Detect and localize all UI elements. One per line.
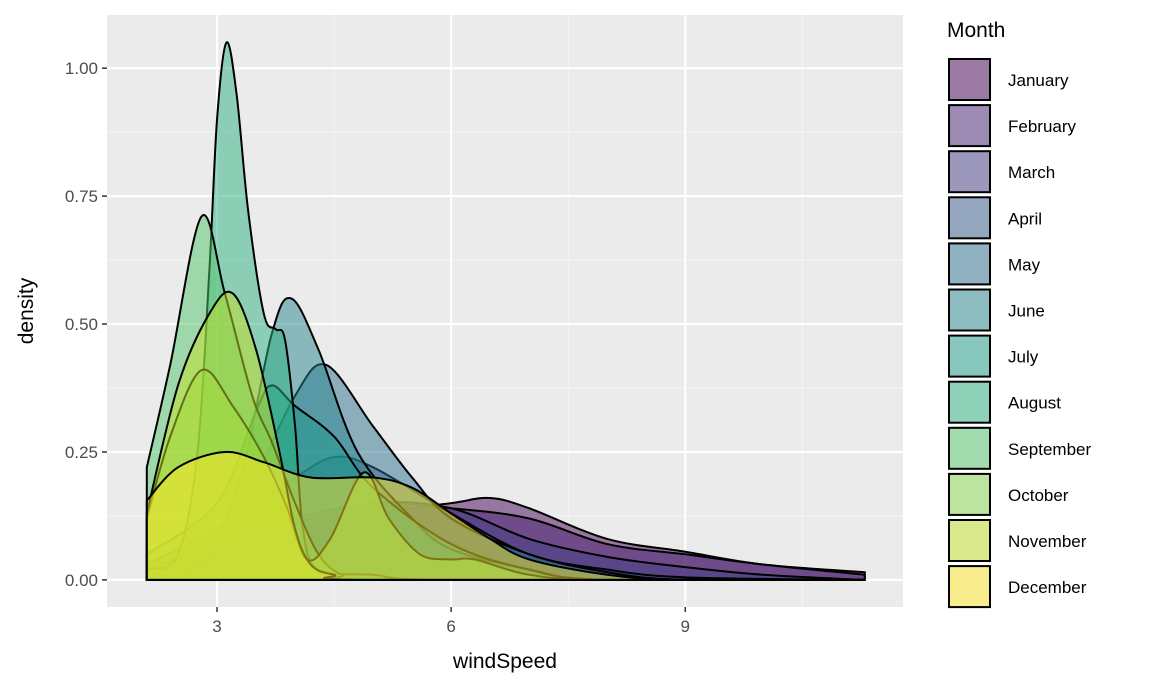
legend-item-june: June: [948, 288, 1045, 332]
legend-label: June: [1008, 302, 1045, 321]
y-tick-label: 0.75: [65, 187, 98, 206]
legend-item-may: May: [948, 242, 1041, 286]
legend-label: November: [1008, 532, 1087, 551]
legend-label: September: [1008, 440, 1091, 459]
x-axis-title: windSpeed: [452, 650, 557, 673]
y-tick-label: 0.25: [65, 443, 98, 462]
legend-item-august: August: [948, 380, 1061, 424]
legend-label: January: [1008, 71, 1069, 90]
legend-label: April: [1008, 209, 1042, 228]
legend-swatch: [948, 472, 991, 516]
y-axis-title: density: [15, 277, 38, 344]
legend-item-july: July: [948, 334, 1039, 378]
legend-item-december: December: [948, 565, 1087, 609]
legend-swatch: [948, 58, 991, 101]
legend-swatch: [948, 104, 991, 148]
density-areas: [145, 41, 866, 581]
legend-item-march: March: [948, 150, 1055, 194]
legend-item-october: October: [948, 472, 1069, 516]
legend-item-january: January: [948, 58, 1069, 101]
x-tick-label: 6: [446, 617, 455, 636]
legend-swatch: [948, 519, 991, 562]
legend-label: February: [1008, 117, 1077, 136]
legend-swatch: [948, 426, 991, 470]
legend-title: Month: [947, 19, 1005, 42]
legend-label: August: [1008, 394, 1061, 413]
legend-item-november: November: [948, 519, 1087, 562]
legend-swatch: [948, 334, 991, 378]
legend-swatch: [948, 242, 991, 286]
y-tick-label: 1.00: [65, 59, 98, 78]
legend-label: July: [1008, 348, 1039, 367]
legend-swatch: [948, 288, 991, 332]
x-tick-label: 9: [681, 617, 690, 636]
legend-label: December: [1008, 578, 1087, 597]
y-tick-label: 0.00: [65, 571, 98, 590]
density-area-december: [145, 450, 865, 581]
legend-item-april: April: [948, 196, 1042, 240]
legend-swatch: [948, 565, 991, 609]
legend-label: October: [1008, 486, 1069, 505]
legend-label: March: [1008, 163, 1055, 182]
legend-item-september: September: [948, 426, 1091, 470]
legend-label: May: [1008, 255, 1041, 274]
legend-swatch: [948, 380, 991, 424]
y-tick-label: 0.50: [65, 315, 98, 334]
legend: January February March April May June July Augu…: [948, 58, 1091, 609]
y-axis: 0.00 0.25 0.50 0.75 1.00: [65, 59, 107, 590]
x-axis: 3 6 9: [212, 607, 690, 636]
legend-item-february: February: [948, 104, 1077, 148]
legend-swatch: [948, 196, 991, 240]
x-tick-label: 3: [212, 617, 221, 636]
legend-swatch: [948, 150, 991, 194]
